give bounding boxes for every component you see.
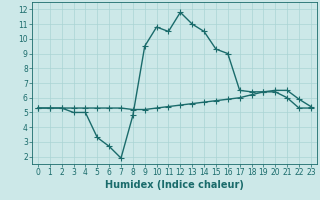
X-axis label: Humidex (Indice chaleur): Humidex (Indice chaleur)	[105, 180, 244, 190]
